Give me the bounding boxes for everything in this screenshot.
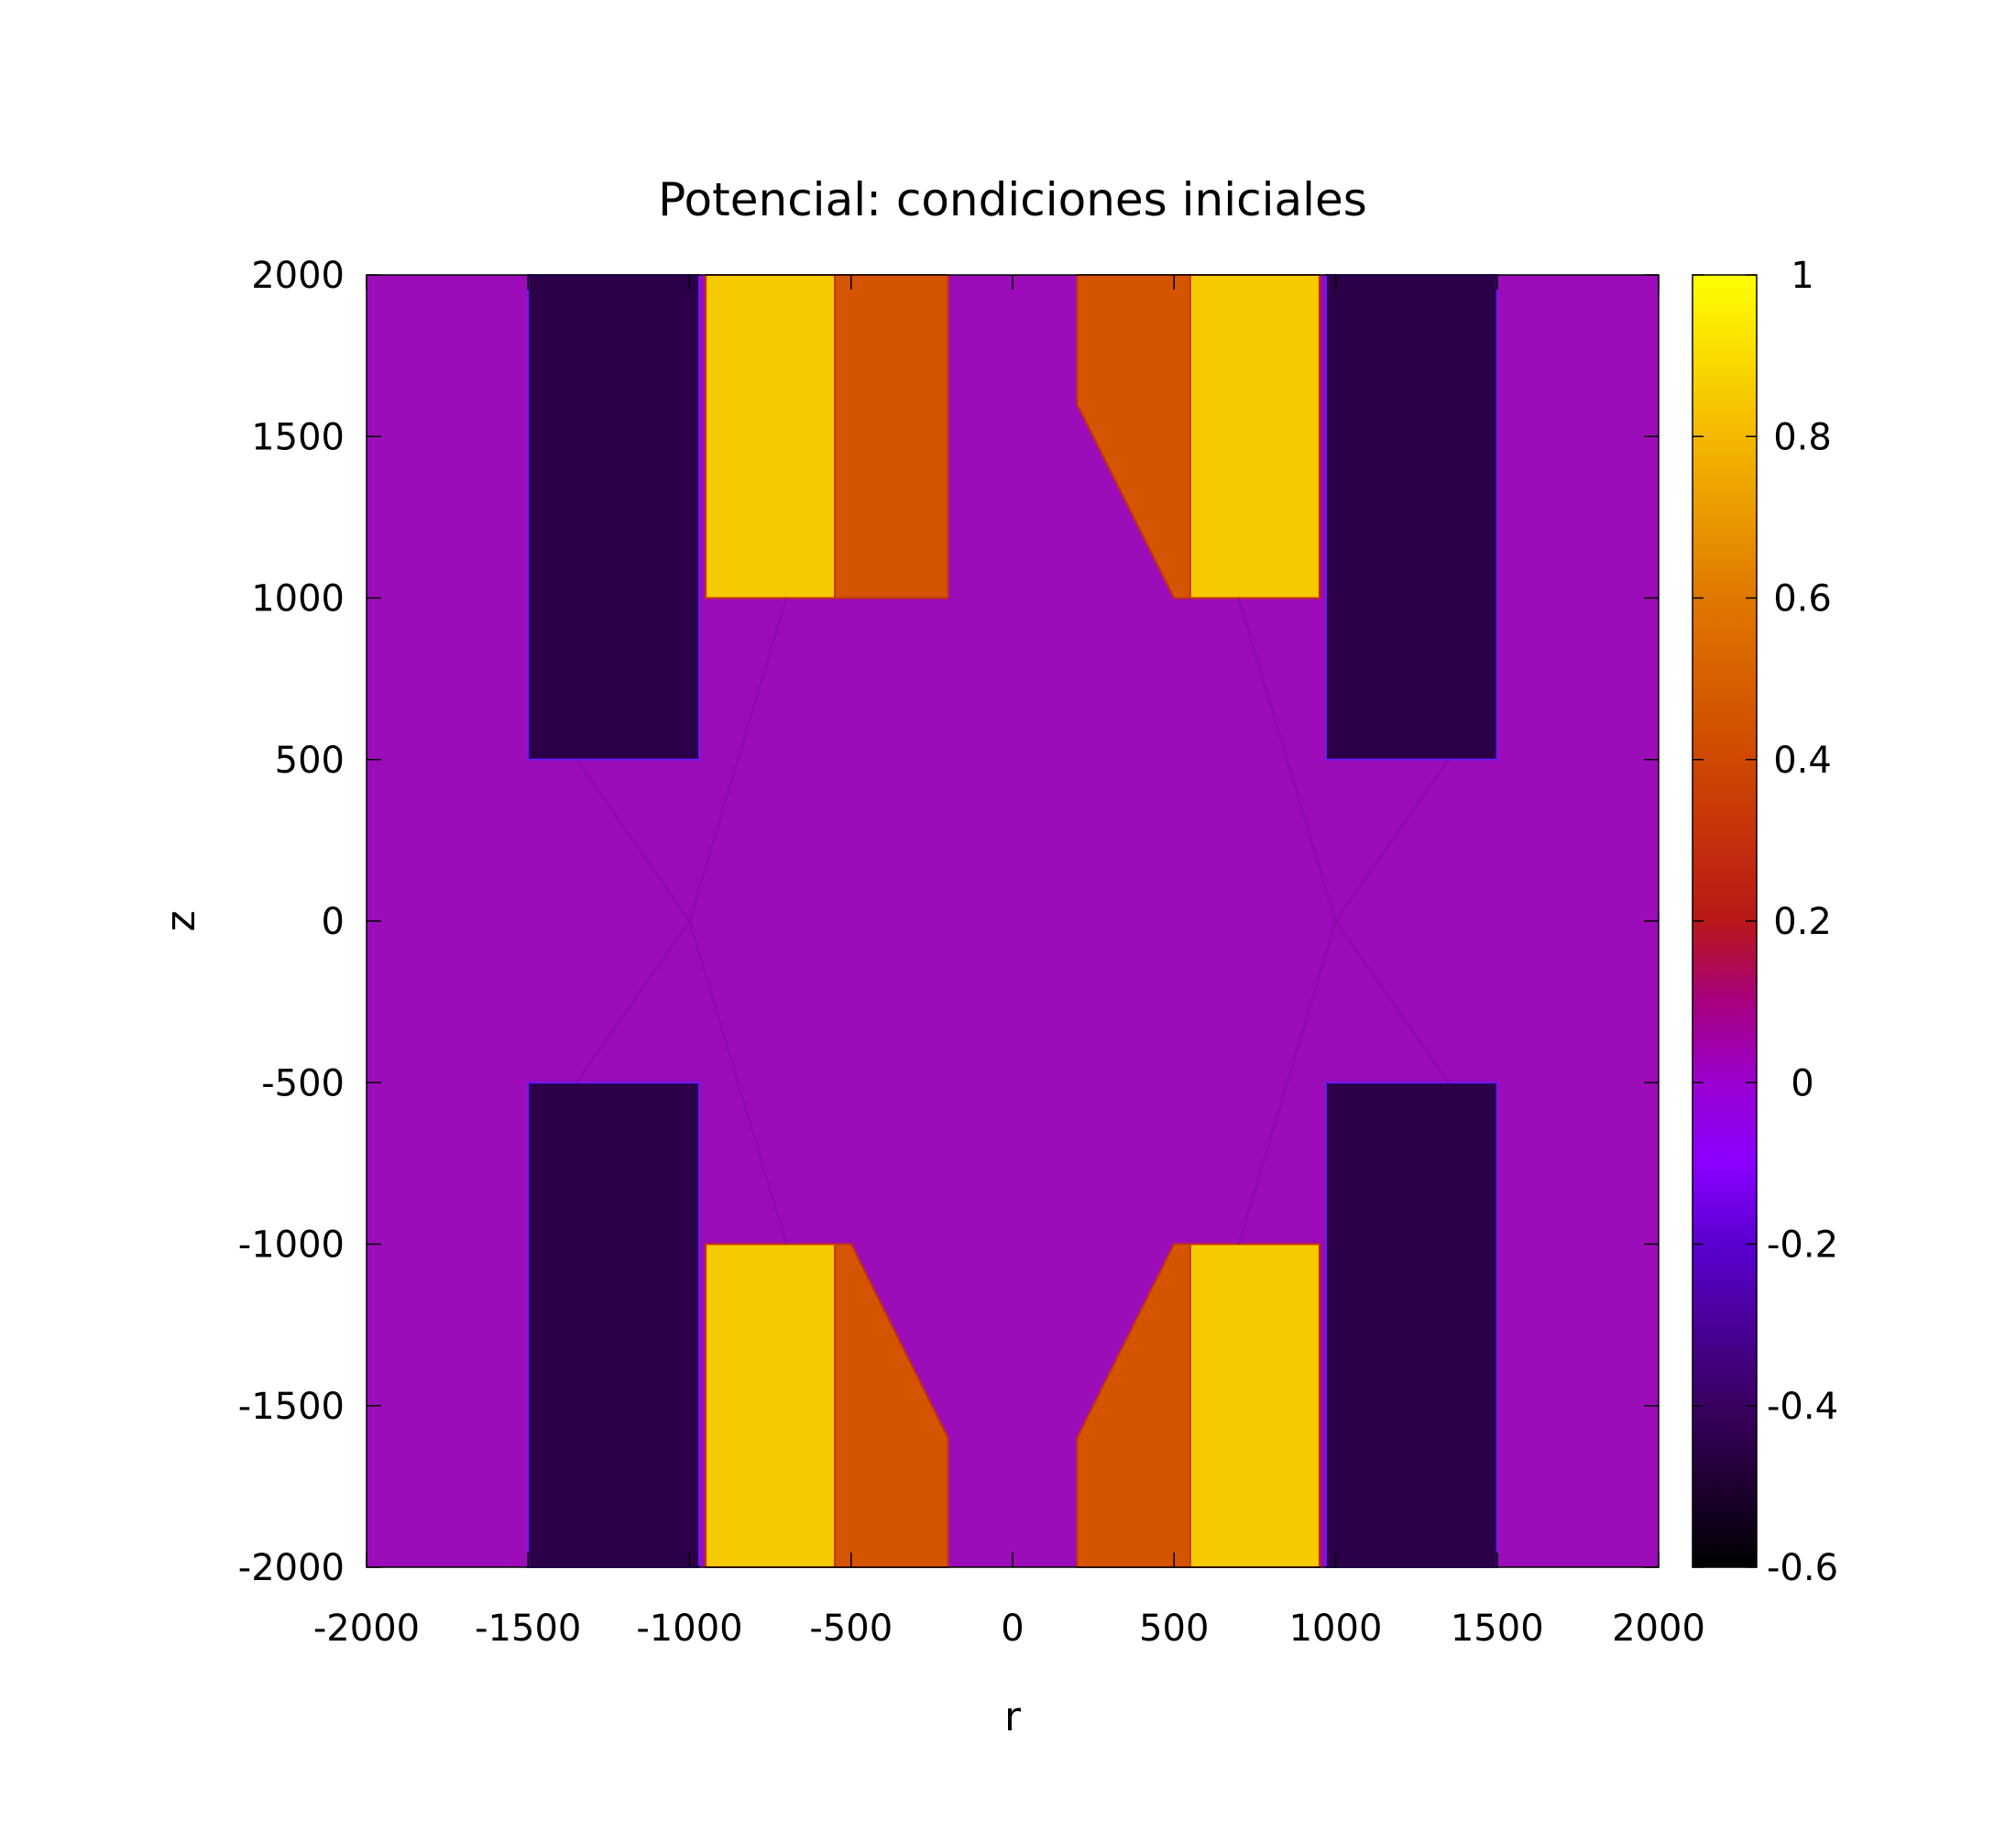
heatmap-region-5	[1189, 274, 1320, 599]
heatmap-region-9	[834, 1243, 949, 1568]
colorbar-tick-label: 0.8	[1773, 416, 1832, 458]
x-axis-label: r	[1004, 1694, 1022, 1740]
y-tick-label: -500	[261, 1062, 345, 1104]
y-tick-label: 1500	[251, 416, 345, 458]
heatmap-region-7	[527, 1081, 701, 1568]
colorbar-tick-label: -0.4	[1767, 1386, 1838, 1428]
y-axis-ticks: -2000 -1500 -1000 -500 0 500 1000 1500 2000	[238, 255, 1659, 1589]
heatmap-region-12	[1324, 1081, 1498, 1568]
y-tick-label: -1500	[238, 1386, 345, 1428]
heatmap-regions	[527, 274, 1498, 1568]
x-tick-label: 500	[1139, 1608, 1209, 1650]
heatmap-region-8	[705, 1243, 837, 1568]
x-tick-label: -2000	[313, 1608, 420, 1650]
guide-line-2	[687, 598, 788, 1245]
heatmap-region-2	[705, 274, 837, 599]
y-tick-label: 2000	[251, 255, 345, 297]
y-axis-label: z	[158, 910, 204, 931]
x-tick-label: 1000	[1289, 1608, 1383, 1650]
colorbar-tick-label: 0.2	[1773, 901, 1832, 943]
field-guide-lines	[575, 598, 1451, 1245]
x-tick-label: -500	[809, 1608, 893, 1650]
colorbar-tick-label: 0.4	[1773, 740, 1832, 782]
colorbar-tick-label: -0.2	[1767, 1224, 1838, 1267]
x-tick-label: 2000	[1612, 1608, 1705, 1650]
x-tick-label: 0	[1001, 1608, 1024, 1650]
y-tick-label: 500	[275, 740, 345, 782]
y-tick-label: -1000	[238, 1224, 345, 1267]
heatmap-region-1	[527, 274, 701, 761]
x-axis-ticks: -2000 -1500 -1000 -500 0 500 1000 1500 2000	[313, 275, 1705, 1650]
colorbar-ticks: -0.6 -0.4 -0.2 0 0.2 0.4 0.6 0.8 1	[1693, 255, 1838, 1589]
heatmap-region-11	[1189, 1243, 1320, 1568]
y-tick-label: 0	[322, 901, 345, 943]
colorbar-tick-label: 0	[1791, 1062, 1813, 1104]
colorbar-tick-label: 0.6	[1773, 578, 1832, 620]
colorbar-tick-label: 1	[1791, 255, 1813, 297]
x-tick-label: 1500	[1451, 1608, 1544, 1650]
y-tick-label: 1000	[251, 578, 345, 620]
heatmap-region-3	[834, 274, 949, 599]
guide-line-4	[1237, 598, 1338, 1245]
chart-title: Potencial: condiciones iniciales	[658, 173, 1367, 226]
x-tick-label: -1000	[636, 1608, 742, 1650]
x-tick-label: -1500	[475, 1608, 581, 1650]
y-tick-label: -2000	[238, 1547, 345, 1589]
colorbar-tick-label: -0.6	[1767, 1547, 1838, 1589]
heatmap-region-6	[1324, 274, 1498, 761]
